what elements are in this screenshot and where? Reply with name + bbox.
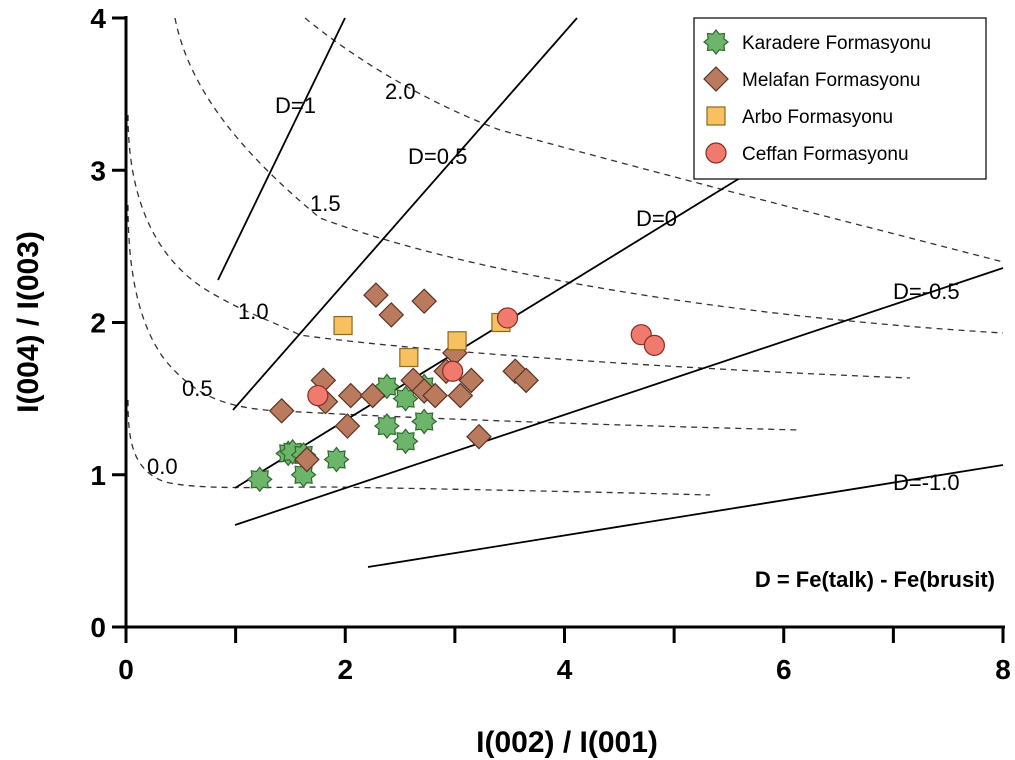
x-tick-label-2: 4: [557, 654, 573, 685]
y-axis-title: I(004) / I(003): [12, 231, 45, 413]
melafan-point-8: [378, 302, 405, 328]
x-tick-label-4: 8: [995, 654, 1011, 685]
melafan-point-17: [466, 423, 492, 450]
melafan-point-19: [513, 367, 539, 394]
melafan-point-1: [294, 446, 320, 473]
melafan-point-16: [458, 367, 485, 394]
y-tick-label-3: 3: [90, 155, 106, 186]
melafan-point-11: [411, 288, 438, 315]
legend-label-arbo: Arbo Formasyonu: [742, 107, 893, 128]
y-tick-label-4: 4: [90, 3, 106, 34]
dashed-curves-group: [127, 17, 1004, 496]
melafan-point-4: [334, 413, 361, 439]
legend-marker-karadere: [703, 29, 729, 55]
d-line-0: [234, 177, 741, 489]
y-tick-label-1: 1: [90, 460, 106, 491]
melafan-point-18: [502, 358, 529, 385]
melafan-point-0: [268, 397, 295, 424]
label-d-minus-1: D=-1.0: [893, 470, 960, 495]
dashed-curve-0-0: [127, 399, 711, 496]
legend-label-melafan: Melafan Formasyonu: [742, 70, 920, 91]
d-line-minus-0-5: [234, 267, 1004, 526]
label-curve-1-5: 1.5: [310, 191, 341, 216]
ceffan-point-4: [643, 334, 665, 356]
karadere-point-9: [392, 385, 419, 412]
d-line-0-5: [232, 17, 578, 411]
legend-label-ceffan: Ceffan Formasyonu: [742, 144, 909, 165]
dashed-curve-1-5: [174, 17, 1004, 334]
y-tick-label-0: 0: [90, 612, 106, 643]
dashed-curve-0-5: [127, 204, 801, 431]
ceffan-point-1: [442, 360, 464, 382]
label-curve-1-0: 1.0: [238, 299, 269, 324]
ceffan-point-0: [307, 384, 329, 407]
arbo-point-0: [333, 315, 353, 336]
karadere-point-6: [373, 413, 400, 439]
karadere-point-5: [323, 446, 350, 473]
ceffan-point-2: [496, 307, 519, 329]
d-line-1: [217, 17, 346, 281]
legend-marker-melafan: [703, 66, 729, 92]
label-d-0-5: D=0.5: [408, 144, 467, 169]
melafan-point-5: [337, 382, 364, 409]
karadere-point-0: [246, 466, 273, 493]
x-tick-label-0: 0: [118, 654, 134, 685]
melafan-point-12: [422, 382, 448, 409]
d-lines-group: [217, 17, 1004, 568]
x-axis-title: I(002) / I(001): [476, 726, 658, 759]
legend: Karadere Formasyonu Melafan Formasyonu Arb…: [693, 17, 987, 180]
y-tick-label-2: 2: [90, 308, 106, 339]
arbo-point-1: [399, 347, 419, 368]
legend-marker-ceffan: [705, 142, 727, 164]
karadere-point-10: [411, 408, 438, 435]
formula-label: D = Fe(talk) - Fe(brusit): [755, 567, 995, 592]
label-curve-0-0: 0.0: [147, 454, 178, 479]
data-points-group: [246, 282, 665, 493]
arbo-point-2: [447, 331, 467, 351]
dashed-curve-2-0: [304, 17, 1004, 263]
label-d-0: D=0: [636, 206, 677, 231]
label-d-minus-0-5: D=-0.5: [893, 279, 960, 304]
d-line-minus-1: [367, 464, 1004, 568]
x-tick-label-3: 6: [776, 654, 792, 685]
label-d-1: D=1: [275, 93, 316, 118]
melafan-point-6: [359, 382, 386, 409]
melafan-point-7: [363, 282, 389, 308]
legend-box: [693, 17, 987, 180]
karadere-point-8: [392, 428, 419, 455]
annotations-group: D=1 D=0.5 D=0 D=-0.5 D=-1.0 0.0 0.5 1.0 …: [147, 79, 995, 592]
legend-marker-arbo: [706, 106, 726, 126]
legend-label-karadere: Karadere Formasyonu: [742, 33, 931, 54]
ticks-group: 0 2 4 6 8 0 1 2 3 4: [90, 3, 1010, 685]
x-tick-label-1: 2: [337, 654, 353, 685]
label-curve-2-0: 2.0: [385, 79, 416, 104]
label-curve-0-5: 0.5: [182, 376, 213, 401]
melafan-point-15: [447, 382, 474, 409]
